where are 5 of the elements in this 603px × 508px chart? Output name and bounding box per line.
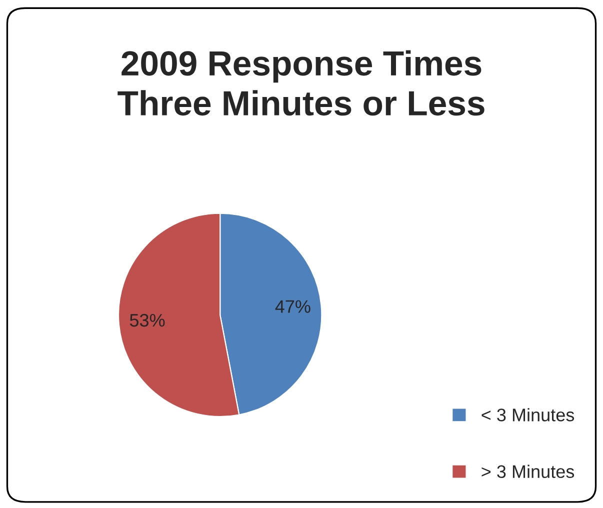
legend-label: > 3 Minutes	[482, 464, 574, 478]
data-label: 47%	[275, 300, 310, 313]
legend-label: < 3 Minutes	[482, 408, 574, 422]
data-label: 53%	[130, 314, 165, 327]
chart-title: 2009 Response Times Three Minutes or Less	[118, 50, 484, 116]
